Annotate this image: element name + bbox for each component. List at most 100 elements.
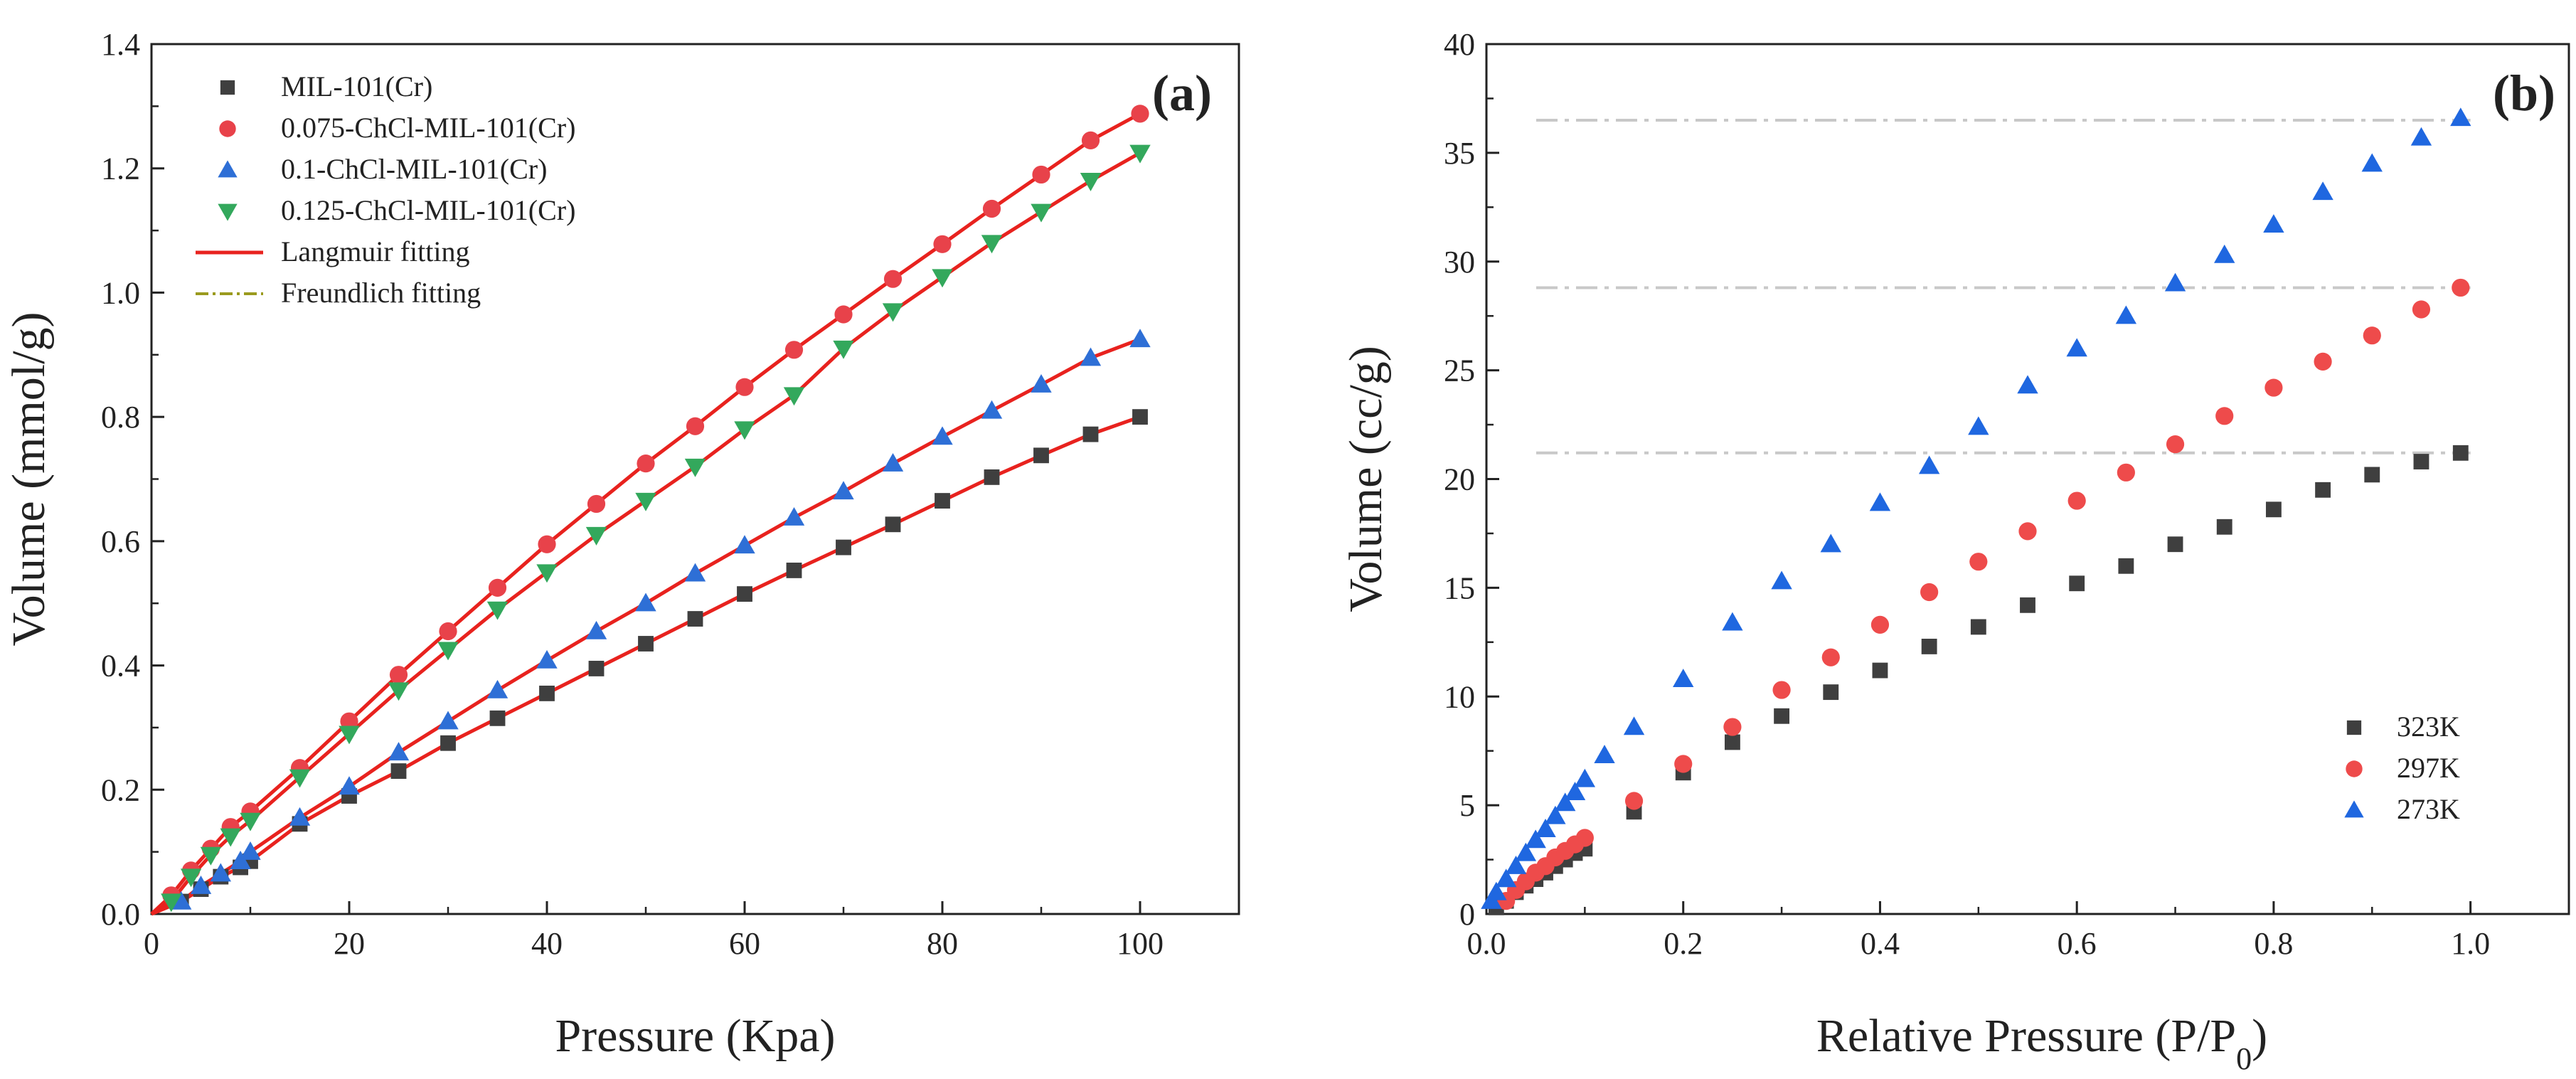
data-point <box>734 535 755 554</box>
data-point <box>230 851 251 869</box>
legend-marker <box>2344 800 2364 818</box>
data-point <box>734 421 755 440</box>
data-point <box>2315 482 2331 498</box>
data-point <box>1129 144 1151 164</box>
langmuir-fit-curve <box>150 112 1141 915</box>
data-point <box>1575 829 1594 847</box>
data-point <box>2450 107 2471 127</box>
panel-a: 0 20 40 60 80 100 0.0 0.2 0.4 0.6 0.8 1.0 1.2 1.4 (a) M… <box>3 27 1240 1062</box>
x-tick-label: 1.0 <box>2451 926 2490 961</box>
legend-marker <box>218 160 238 178</box>
y-tick-label: 1.4 <box>101 27 140 62</box>
data-point <box>180 868 202 888</box>
data-point <box>932 269 953 288</box>
x-tick-label: 0 <box>144 926 159 961</box>
legend-marker <box>220 80 235 95</box>
data-point <box>1129 329 1151 348</box>
data-point <box>1772 681 1791 699</box>
legend-marker <box>219 120 236 137</box>
data-point <box>536 564 558 583</box>
data-point <box>1515 842 1537 861</box>
data-point <box>240 812 261 831</box>
legend-label: 273K <box>2397 793 2460 825</box>
panel-label-a: (a) <box>1152 65 1212 122</box>
legend-marker <box>2346 720 2362 735</box>
data-point <box>1081 131 1100 150</box>
data-point <box>833 481 854 500</box>
data-point <box>2452 445 2469 461</box>
data-point <box>1080 347 1102 366</box>
data-point <box>1674 755 1693 773</box>
legend-marker <box>218 203 238 221</box>
data-point <box>2214 244 2235 263</box>
data-point <box>190 875 212 894</box>
data-point <box>932 426 953 445</box>
y-tick-label: 25 <box>1444 354 1475 388</box>
data-point <box>1574 768 1596 787</box>
data-point <box>539 685 555 701</box>
legend-label: MIL-101(Cr) <box>281 70 432 102</box>
data-point <box>2164 272 2186 292</box>
data-point <box>1545 805 1566 824</box>
data-point <box>833 340 854 359</box>
legend-label: 323K <box>2397 711 2460 743</box>
legend-label: 0.075-ChCl-MIL-101(Cr) <box>281 112 575 144</box>
x-tick-label: 0.0 <box>1467 926 1506 961</box>
y-tick-label: 0.6 <box>101 524 140 559</box>
y-tick-label: 0.2 <box>101 772 140 807</box>
data-point <box>981 235 1003 254</box>
legend-label: 0.125-ChCl-MIL-101(Cr) <box>281 194 575 226</box>
data-point <box>1080 172 1102 191</box>
data-point <box>1131 105 1149 123</box>
data-point <box>684 458 706 477</box>
data-point <box>1918 455 1940 474</box>
data-point <box>933 235 952 253</box>
data-point <box>687 611 703 627</box>
data-point <box>1495 868 1517 888</box>
y-tick-label: 30 <box>1444 245 1475 280</box>
data-point <box>161 893 182 913</box>
data-point <box>882 452 904 472</box>
data-point <box>1969 553 1988 571</box>
data-point <box>538 535 556 553</box>
data-point <box>486 679 509 698</box>
data-point <box>1505 856 1527 874</box>
data-point <box>210 863 231 882</box>
data-point <box>1870 615 1890 634</box>
data-point <box>1722 612 1743 631</box>
data-point <box>1624 792 1644 810</box>
data-point <box>2017 375 2038 394</box>
y-tick-label: 0.0 <box>101 897 140 932</box>
y-tick-label: 1.0 <box>101 275 140 310</box>
data-point <box>200 846 222 866</box>
langmuir-fit-curve <box>151 415 1141 916</box>
data-point <box>1486 881 1507 900</box>
data-point <box>1623 716 1645 735</box>
data-point <box>437 642 459 661</box>
data-point <box>2410 127 2432 146</box>
data-point <box>440 735 456 751</box>
freundlich-fit-curve <box>151 415 1141 915</box>
data-point <box>1031 203 1052 223</box>
data-point <box>587 494 606 514</box>
data-point <box>2117 463 2135 482</box>
data-point <box>935 493 950 509</box>
data-point <box>635 592 656 612</box>
legend-marker <box>2346 760 2363 777</box>
data-point <box>1535 819 1556 837</box>
data-point <box>486 601 509 620</box>
data-point <box>2364 467 2380 483</box>
x-tick-label: 0.8 <box>2254 926 2293 961</box>
legend-label: Freundlich fitting <box>281 277 481 309</box>
data-point <box>1970 619 1986 635</box>
data-point <box>1774 708 1790 724</box>
data-point <box>389 666 408 684</box>
data-point <box>1033 447 1049 464</box>
data-point <box>2264 378 2283 397</box>
data-point <box>489 710 506 726</box>
y-tick-label: 1.2 <box>101 152 140 186</box>
data-point <box>2020 597 2035 613</box>
freundlich-fit-curve <box>150 112 1141 915</box>
